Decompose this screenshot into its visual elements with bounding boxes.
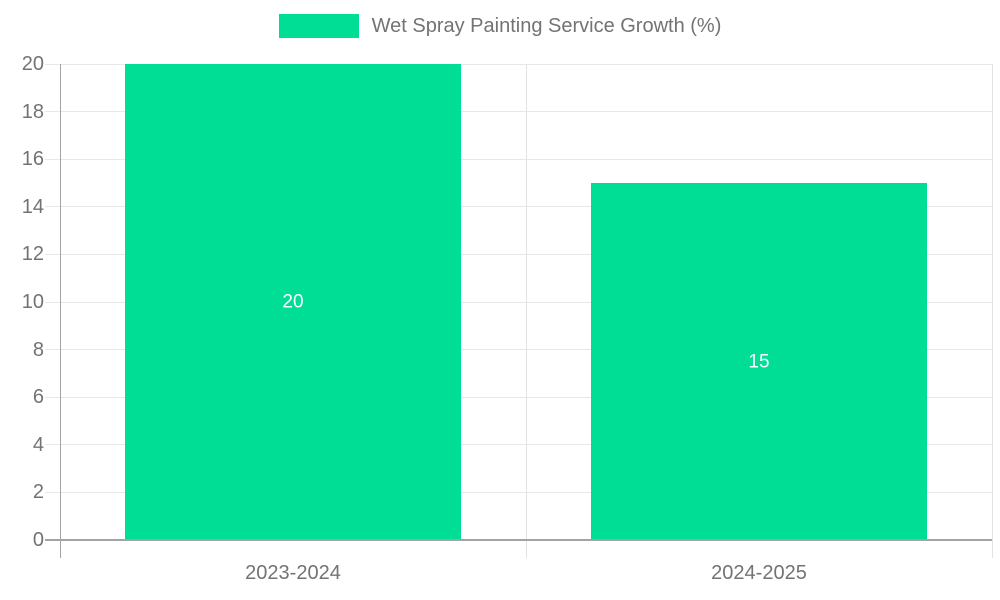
y-tick-label: 10: [21, 291, 44, 313]
plot-area: 0 2 4 6 8 10 12 14 16 18 20 20 2023-2024 15 2024-2025: [22, 54, 993, 583]
y-tick-label: 8: [32, 338, 44, 361]
gridline: [45, 253, 992, 255]
y-tick-label: 12: [21, 243, 44, 266]
y-tick-label: 20: [21, 53, 44, 75]
y-axis-line: [59, 64, 61, 558]
legend-swatch-icon: [278, 14, 359, 38]
gridline: [45, 206, 992, 208]
legend[interactable]: Wet Spray Painting Service Growth (%): [0, 14, 1000, 38]
gridline: [45, 63, 992, 65]
bar[interactable]: [125, 64, 461, 540]
y-tick-label: 14: [21, 195, 44, 218]
x-tick-label: 2024-2025: [711, 562, 807, 584]
gridline: [45, 349, 992, 351]
y-tick-label: 2: [32, 481, 44, 504]
bar-value-label: 20: [282, 291, 304, 313]
gridline: [45, 396, 992, 398]
y-tick-label: 4: [32, 433, 44, 456]
bar[interactable]: [591, 183, 927, 540]
bar-value-label: 15: [748, 351, 770, 372]
y-tick-label: 16: [21, 148, 44, 171]
category-separator: [991, 64, 993, 558]
category-separator: [525, 64, 527, 558]
y-tick-label: 6: [32, 386, 44, 409]
gridline: [45, 444, 992, 446]
gridline: [45, 491, 992, 493]
gridline: [45, 301, 992, 303]
x-axis-baseline: [45, 539, 992, 541]
gridline: [45, 111, 992, 113]
y-tick-label: 18: [21, 100, 44, 123]
gridline: [45, 158, 992, 160]
legend-label: Wet Spray Painting Service Growth (%): [371, 14, 722, 37]
y-tick-label: 0: [32, 529, 44, 551]
x-tick-label: 2023-2024: [245, 562, 341, 584]
